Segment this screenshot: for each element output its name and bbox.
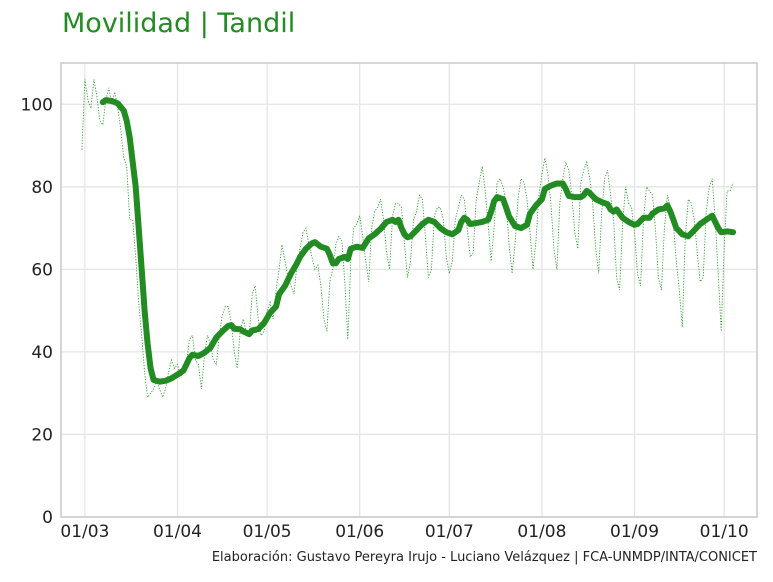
x-axis-ticks: 01/03 01/04 01/05 01/06 01/07 01/08 01/09 01/10 <box>60 522 748 542</box>
y-tick-label: 20 <box>31 425 53 445</box>
x-tick-label: 01/05 <box>243 522 292 542</box>
y-tick-label: 60 <box>31 260 53 280</box>
plot-frame <box>60 62 758 518</box>
x-tick-label: 01/07 <box>425 522 474 542</box>
x-tick-label: 01/08 <box>517 522 566 542</box>
smoothed-line <box>99 97 737 385</box>
x-tick-label: 01/04 <box>153 522 202 542</box>
y-tick-label: 100 <box>21 95 53 115</box>
x-tick-label: 01/06 <box>335 522 384 542</box>
daily-line <box>81 79 734 399</box>
grid-lines <box>61 63 757 518</box>
chart-title: Movilidad | Tandil <box>62 8 296 39</box>
y-tick-label: 40 <box>31 343 53 363</box>
y-axis-ticks: 0 20 40 60 80 100 <box>21 95 53 528</box>
x-tick-label: 01/10 <box>700 522 749 542</box>
chart-caption: Elaboración: Gustavo Pereyra Irujo - Luc… <box>211 550 757 565</box>
y-tick-label: 0 <box>42 508 53 528</box>
smoothed-series <box>99 97 737 385</box>
y-tick-label: 80 <box>31 178 53 198</box>
daily-series <box>81 79 734 399</box>
x-tick-label: 01/09 <box>610 522 659 542</box>
x-tick-label: 01/03 <box>60 522 109 542</box>
